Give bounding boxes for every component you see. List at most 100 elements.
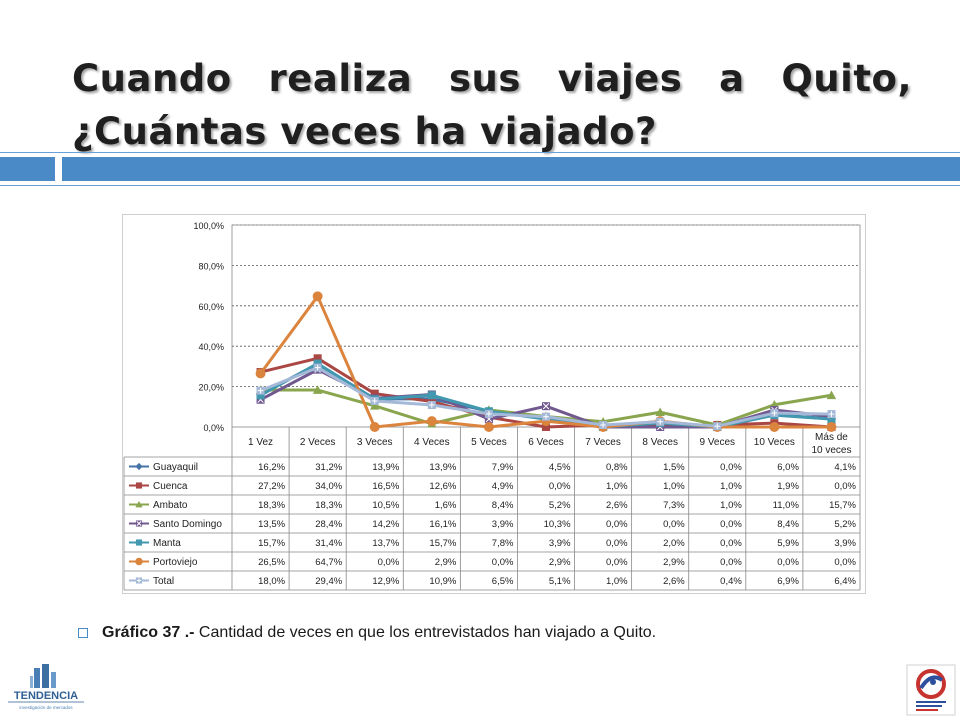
data-table-value: 7,3% — [663, 500, 685, 511]
data-table-value: 0,8% — [606, 462, 628, 473]
data-table-value: 6,5% — [492, 576, 514, 587]
x-tick-label: 3 Veces — [357, 437, 393, 448]
y-tick-label: 80,0% — [198, 261, 224, 271]
data-table-value: 1,0% — [606, 481, 628, 492]
data-table-value: 5,2% — [834, 519, 856, 530]
data-table-value: 0,0% — [606, 557, 628, 568]
caption-text: Cantidad de veces en que los entrevistad… — [194, 624, 657, 641]
data-table-value: 11,0% — [773, 500, 800, 511]
data-table-value: 0,0% — [378, 557, 400, 568]
data-table-value: 31,2% — [315, 462, 342, 473]
x-tick-label: 1 Vez — [248, 437, 273, 448]
data-table-value: 64,7% — [315, 557, 342, 568]
data-table-value: 0,0% — [663, 519, 685, 530]
legend-series-name: Total — [153, 576, 174, 587]
legend-series-name: Manta — [153, 538, 181, 549]
data-point — [256, 391, 265, 400]
data-table-value: 6,4% — [834, 576, 856, 587]
data-table-value: 0,4% — [720, 576, 742, 587]
data-table-value: 5,2% — [549, 500, 571, 511]
bullet-icon — [78, 628, 88, 638]
y-tick-label: 0,0% — [203, 423, 224, 433]
data-table-value: 1,0% — [720, 481, 742, 492]
data-point — [313, 359, 322, 368]
data-table-value: 26,5% — [258, 557, 285, 568]
x-tick-label: Más de 10 veces — [811, 432, 851, 456]
data-table-value: 2,9% — [435, 557, 457, 568]
y-tick-label: 100,0% — [193, 221, 224, 231]
data-table-value: 15,7% — [258, 538, 285, 549]
data-point — [655, 407, 665, 417]
tendencia-logo: TENDENCIA investigación de mercados — [4, 662, 88, 718]
data-point — [483, 422, 494, 432]
x-tick-label: 8 Veces — [642, 437, 678, 448]
data-table-value: 6,0% — [777, 462, 799, 473]
data-table-value: 10,3% — [544, 519, 571, 530]
data-table-value: 34,0% — [315, 481, 342, 492]
data-point — [369, 422, 380, 432]
data-point — [827, 410, 836, 419]
legend-series-name: Guayaquil — [153, 462, 198, 473]
data-table-value: 15,7% — [829, 500, 856, 511]
data-table-value: 13,5% — [258, 519, 285, 530]
y-tick-label: 40,0% — [198, 342, 224, 352]
data-table-value: 0,0% — [720, 538, 742, 549]
data-point — [255, 368, 266, 379]
data-table-value: 12,6% — [429, 481, 456, 492]
caption-label: Gráfico 37 .- — [102, 624, 195, 641]
data-table-value: 0,0% — [606, 519, 628, 530]
legend-key-marker — [135, 482, 143, 489]
data-point — [312, 385, 323, 394]
data-table-value: 5,9% — [777, 538, 799, 549]
data-table-value: 1,0% — [663, 481, 685, 492]
data-table-value: 2,6% — [663, 576, 685, 587]
data-table-value: 0,0% — [720, 519, 742, 530]
data-table-value: 0,0% — [777, 557, 799, 568]
logo-left-subtext: investigación de mercados — [19, 705, 73, 710]
legend-series-name: Portoviejo — [153, 557, 198, 568]
x-tick-label: 6 Veces — [528, 437, 564, 448]
x-tick-label: 7 Veces — [585, 437, 621, 448]
y-tick-label: 60,0% — [198, 302, 224, 312]
legend-key-marker — [135, 539, 143, 546]
y-tick-label: 20,0% — [198, 383, 224, 393]
data-table-value: 3,9% — [549, 538, 571, 549]
data-point — [827, 415, 836, 424]
data-table-value: 1,6% — [435, 500, 457, 511]
data-table-value: 0,0% — [549, 481, 571, 492]
header-rule-top — [0, 152, 960, 153]
legend-key-marker — [135, 462, 143, 471]
data-table-value: 1,0% — [720, 500, 742, 511]
data-table-value: 0,0% — [834, 481, 856, 492]
legend-series-name: Santo Domingo — [153, 519, 222, 530]
data-table-value: 16,1% — [429, 519, 456, 530]
data-table-value: 2,6% — [606, 500, 628, 511]
x-tick-label: 9 Veces — [699, 437, 735, 448]
data-point — [826, 422, 837, 432]
data-point — [541, 422, 551, 432]
data-table-value: 0,0% — [720, 462, 742, 473]
header-rule-bottom — [0, 185, 960, 186]
data-table-value: 1,5% — [663, 462, 685, 473]
legend-key-marker — [135, 500, 143, 508]
data-table-value: 27,2% — [258, 481, 285, 492]
data-table-value: 1,0% — [606, 576, 628, 587]
data-point — [656, 417, 665, 426]
data-table-value: 0,0% — [492, 557, 514, 568]
data-table-value: 16,5% — [372, 481, 399, 492]
data-table-value: 4,1% — [834, 462, 856, 473]
data-point — [770, 409, 779, 418]
x-tick-label: 4 Veces — [414, 437, 450, 448]
data-table-value: 31,4% — [315, 538, 342, 549]
data-table-value: 10,5% — [372, 500, 399, 511]
legend-key-marker — [135, 520, 143, 527]
data-table-value: 8,4% — [492, 500, 514, 511]
data-point — [826, 390, 837, 400]
data-table-value: 18,3% — [258, 500, 285, 511]
data-point — [370, 389, 379, 398]
data-point — [370, 396, 379, 405]
data-point — [313, 354, 322, 363]
header-bar — [62, 157, 960, 181]
data-point — [313, 363, 322, 372]
data-table-value: 15,7% — [429, 538, 456, 549]
